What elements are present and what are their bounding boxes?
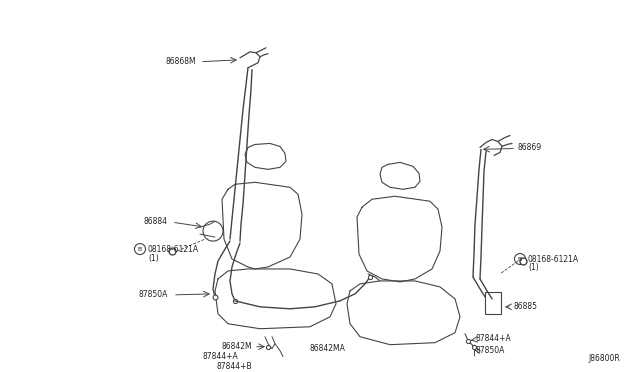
Text: J86800R: J86800R — [588, 354, 620, 363]
Bar — [485, 292, 501, 314]
Text: (1): (1) — [528, 263, 539, 272]
Text: 86869: 86869 — [518, 143, 542, 152]
Text: 86842MA: 86842MA — [310, 344, 346, 353]
Text: 86842M: 86842M — [221, 342, 252, 351]
Text: 87844+B: 87844+B — [216, 362, 252, 371]
Text: 87844+A: 87844+A — [476, 334, 512, 343]
Text: 08168-6121A: 08168-6121A — [148, 244, 199, 254]
Text: 87850A: 87850A — [476, 346, 506, 355]
Text: 08168-6121A: 08168-6121A — [528, 254, 579, 263]
Text: 86868M: 86868M — [165, 57, 196, 66]
Text: B: B — [518, 257, 522, 262]
Text: (1): (1) — [148, 253, 159, 263]
Text: 87844+A: 87844+A — [202, 352, 238, 361]
Text: 86884: 86884 — [144, 217, 168, 226]
Text: 86885: 86885 — [514, 302, 538, 311]
Text: 87850A: 87850A — [139, 291, 168, 299]
Text: B: B — [138, 247, 142, 251]
